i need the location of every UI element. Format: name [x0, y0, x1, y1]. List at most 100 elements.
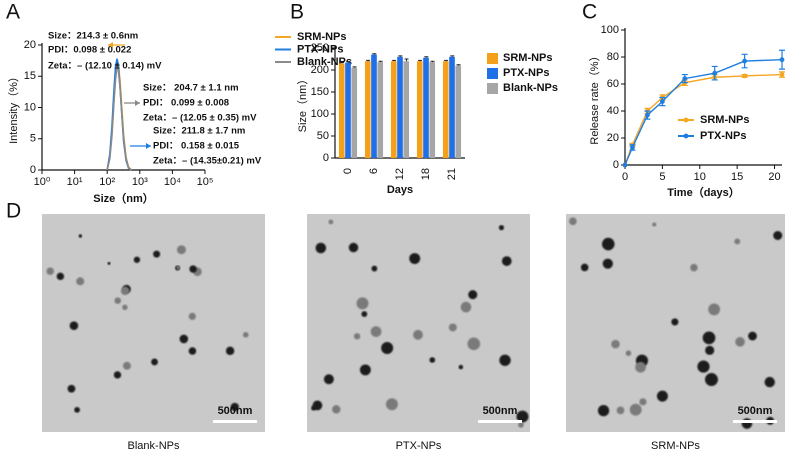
x-tick-label: 10 — [694, 171, 706, 183]
nanoparticle — [230, 402, 239, 412]
legend-label: Blank-NPs — [297, 56, 352, 68]
nanoparticle — [601, 237, 615, 251]
legend-marker — [683, 117, 689, 123]
x-tick-label: 15 — [731, 171, 743, 183]
legend-swatch — [487, 83, 498, 94]
scale-bar-label: 500nm — [738, 405, 773, 417]
x-tick-label: 10⁵ — [197, 176, 214, 188]
nanoparticle — [114, 297, 122, 304]
y-tick-label: 15 — [24, 70, 36, 82]
series-line — [624, 59, 783, 166]
nanoparticle — [323, 374, 334, 385]
x-tick-label: 18 — [420, 168, 432, 180]
nanoparticle — [748, 331, 757, 341]
nanoparticle — [458, 364, 464, 370]
data-point — [779, 57, 785, 63]
error-bar — [404, 58, 409, 62]
nanoparticle — [580, 263, 589, 272]
y-axis-label: Release rate（%） — [588, 50, 601, 144]
nanoparticle — [356, 297, 369, 310]
nanoparticle — [518, 421, 524, 428]
nanoparticle — [179, 334, 189, 344]
nanoparticle — [413, 329, 423, 340]
nanoparticle — [671, 318, 679, 326]
nanoparticle — [122, 304, 128, 311]
panel-letter: C — [582, 1, 597, 24]
x-tick-label: 10⁴ — [164, 176, 181, 188]
nanoparticle — [635, 361, 646, 373]
legend-label: SRM-NPs — [503, 52, 553, 64]
bar — [397, 56, 403, 158]
nanoparticle — [113, 371, 122, 379]
nanoparticle — [708, 303, 721, 316]
y-tick-label: 100 — [601, 24, 619, 36]
nanoparticle — [616, 406, 625, 415]
nanoparticle — [656, 390, 668, 402]
x-axis-label: Size（nm） — [93, 192, 154, 205]
bar — [416, 61, 423, 159]
annotation: PDI： 0.099 ± 0.008 — [143, 98, 229, 109]
image-label: SRM-NPs — [651, 440, 700, 452]
nanoparticle — [69, 321, 79, 330]
nanoparticle — [498, 225, 505, 231]
legend-label: PTX-NPs — [700, 130, 746, 142]
y-tick-label: 0 — [323, 152, 329, 164]
panel-letter: A — [6, 1, 20, 24]
nanoparticle — [629, 403, 642, 416]
bar — [455, 65, 462, 158]
nanoparticle — [409, 253, 421, 265]
nanoparticle — [76, 277, 85, 286]
error-bar — [352, 66, 357, 68]
nanoparticle — [312, 400, 323, 411]
x-tick-label: 20 — [768, 171, 780, 183]
y-tick-label: 0 — [30, 164, 36, 176]
nanoparticle — [690, 263, 698, 272]
nanoparticle — [501, 256, 512, 266]
image-label: PTX-NPs — [396, 440, 442, 452]
y-tick-label: 20 — [607, 132, 619, 144]
annotation: Size：214.3 ± 0.6nm — [48, 31, 138, 42]
nanoparticle — [460, 301, 472, 313]
nanoparticle — [67, 384, 76, 393]
x-tick-label: 12 — [394, 168, 406, 180]
bar — [338, 63, 345, 158]
y-tick-label: 100 — [311, 108, 329, 120]
nanoparticle — [353, 333, 361, 340]
y-tick-label: 20 — [24, 39, 36, 51]
x-tick-label: 0 — [622, 171, 628, 183]
nanoparticle — [602, 258, 613, 269]
data-point — [630, 145, 635, 150]
error-bar — [444, 59, 449, 62]
nanoparticle — [153, 250, 161, 258]
nanoparticle — [78, 234, 83, 238]
nanoparticle — [56, 272, 65, 281]
nanoparticle — [188, 312, 196, 320]
x-axis-label: Time（days） — [667, 186, 740, 199]
x-tick-label: 5 — [659, 171, 665, 183]
x-tick-label: 10⁰ — [34, 176, 51, 188]
bar — [423, 57, 429, 158]
arrow-head — [146, 143, 151, 149]
scale-bar-label: 500nm — [218, 405, 253, 417]
nanoparticle — [371, 265, 378, 272]
annotation: Size： 204.7 ± 1.1 nm — [143, 83, 239, 94]
scale-bar — [213, 420, 257, 423]
nanoparticle — [697, 360, 710, 373]
tem-background — [42, 214, 265, 432]
error-bar — [450, 55, 455, 57]
legend-label: PTX-NPs — [503, 67, 549, 79]
data-point — [742, 73, 748, 79]
x-tick-label: 10¹ — [67, 176, 83, 188]
series-line — [106, 63, 132, 171]
error-bar — [424, 56, 429, 58]
legend-swatch — [487, 53, 498, 64]
nanoparticle — [652, 222, 657, 227]
annotation: Zeta：– (12.05 ± 0.35) mV — [143, 113, 257, 124]
nanoparticle — [188, 347, 197, 355]
nanoparticle — [359, 364, 371, 376]
x-tick-label: 10³ — [132, 176, 148, 188]
nanoparticle — [123, 361, 131, 370]
y-tick-label: 0 — [613, 159, 619, 171]
tem-image: 500nm — [42, 214, 265, 432]
